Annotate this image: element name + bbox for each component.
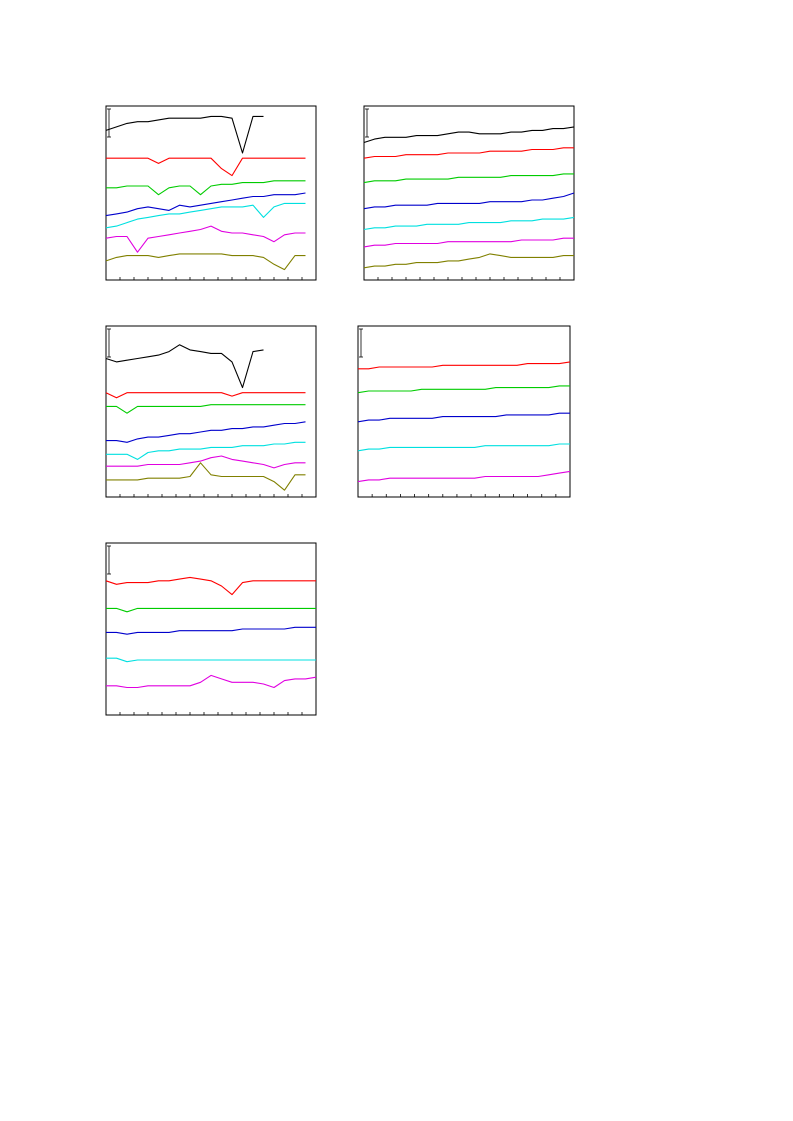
- curve: [357, 470, 571, 483]
- curve: [105, 253, 306, 271]
- curve: [105, 344, 264, 389]
- panel-frame: [105, 325, 317, 498]
- panel-frame: [105, 105, 317, 281]
- curve: [357, 412, 570, 423]
- curve: [358, 361, 571, 370]
- curve: [106, 657, 316, 663]
- curve: [105, 392, 306, 399]
- curve: [106, 674, 317, 689]
- curve: [363, 126, 575, 144]
- curve: [363, 173, 574, 184]
- curve: [105, 576, 316, 596]
- curve: [105, 202, 306, 229]
- curve: [363, 192, 575, 210]
- curve: [357, 385, 570, 394]
- panel-frame: [357, 325, 571, 498]
- panel: [105, 542, 317, 716]
- panel-frame: [105, 542, 317, 716]
- curve: [106, 462, 306, 491]
- curve: [363, 253, 574, 269]
- curve: [106, 626, 316, 635]
- curve: [363, 147, 574, 159]
- curve: [105, 192, 306, 217]
- curve: [106, 455, 306, 469]
- curve: [105, 225, 306, 253]
- panel: [105, 325, 317, 498]
- panel: [363, 105, 575, 281]
- curve: [357, 443, 570, 452]
- curve: [106, 441, 306, 460]
- panel: [357, 325, 571, 498]
- curve: [106, 157, 306, 177]
- curve: [106, 404, 306, 414]
- curve: [363, 216, 575, 231]
- curve: [106, 421, 306, 443]
- curve: [106, 607, 316, 613]
- curve: [106, 180, 306, 196]
- curve: [363, 237, 574, 248]
- curve: [105, 115, 264, 154]
- panel: [105, 105, 317, 281]
